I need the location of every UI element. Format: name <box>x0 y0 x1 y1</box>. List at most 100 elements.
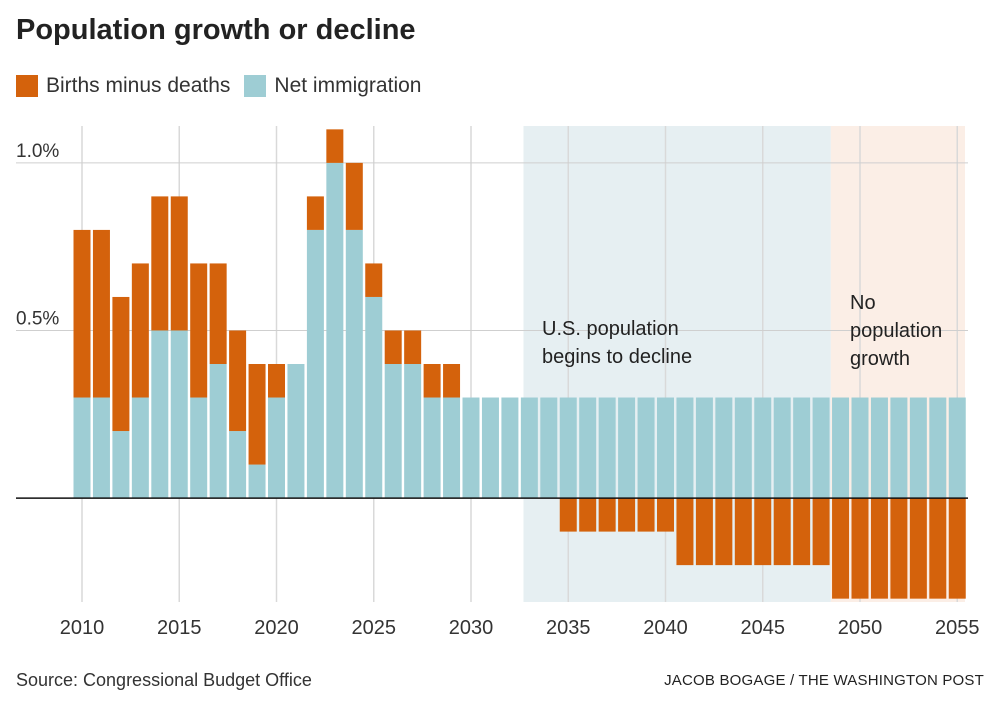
bar-births-2017 <box>209 263 227 364</box>
bar-immigration-2016 <box>190 397 208 499</box>
bar-immigration-2017 <box>209 364 227 499</box>
bar-immigration-2019 <box>248 464 266 499</box>
x-tick-label: 2055 <box>935 617 980 639</box>
bar-births-2026 <box>384 330 402 364</box>
bar-immigration-2040 <box>657 397 674 499</box>
bar-immigration-2044 <box>734 397 752 499</box>
bar-births-2022 <box>306 196 324 230</box>
bar-births-2012 <box>112 296 130 432</box>
bar-immigration-2045 <box>754 397 772 499</box>
annotation-decline: begins to decline <box>542 346 692 368</box>
bar-births-2025 <box>365 263 383 297</box>
bar-immigration-2032 <box>501 397 519 499</box>
bar-births-2041 <box>676 498 694 566</box>
bar-births-2040 <box>657 498 674 532</box>
bar-immigration-2034 <box>540 397 558 499</box>
bar-immigration-2054 <box>929 397 947 499</box>
bar-immigration-2048 <box>812 397 830 499</box>
bar-births-2024 <box>345 162 363 230</box>
x-tick-label: 2050 <box>838 617 883 639</box>
bar-births-2047 <box>793 498 811 566</box>
bar-immigration-2041 <box>676 397 694 499</box>
legend-swatch-births <box>16 75 38 97</box>
bar-immigration-2033 <box>520 397 538 499</box>
bar-immigration-2014 <box>151 330 169 499</box>
legend-swatch-immigration <box>244 75 267 97</box>
bar-immigration-2047 <box>793 397 811 499</box>
bar-immigration-2026 <box>384 364 402 499</box>
legend-item-immigration: Net immigration <box>244 74 421 98</box>
bar-immigration-2039 <box>637 397 655 499</box>
bar-immigration-2015 <box>170 330 188 499</box>
bar-immigration-2018 <box>229 431 247 499</box>
bar-immigration-2011 <box>92 397 110 499</box>
bar-immigration-2012 <box>112 431 130 499</box>
bar-immigration-2031 <box>481 397 499 499</box>
x-tick-label: 2020 <box>254 617 299 639</box>
bar-immigration-2013 <box>131 397 149 499</box>
bar-immigration-2010 <box>73 397 91 499</box>
bar-births-2010 <box>73 229 91 398</box>
x-tick-label: 2010 <box>60 617 105 639</box>
bar-immigration-2030 <box>462 397 480 499</box>
bar-births-2035 <box>559 498 577 532</box>
bar-births-2049 <box>832 498 850 599</box>
bar-births-2044 <box>734 498 752 566</box>
bar-immigration-2036 <box>579 397 597 499</box>
annotation-no-growth: growth <box>850 348 910 370</box>
bar-immigration-2053 <box>909 397 927 499</box>
bar-births-2027 <box>404 330 422 364</box>
bar-births-2039 <box>637 498 655 532</box>
bar-births-2020 <box>268 364 285 398</box>
x-tick-label: 2030 <box>449 617 494 639</box>
bar-births-2042 <box>695 498 713 566</box>
bar-immigration-2052 <box>890 397 908 499</box>
x-tick-label: 2045 <box>741 617 786 639</box>
bar-immigration-2028 <box>423 397 441 499</box>
legend: Births minus deaths Net immigration <box>16 74 435 98</box>
bar-immigration-2051 <box>870 397 888 499</box>
bar-births-2054 <box>929 498 947 599</box>
legend-label-immigration: Net immigration <box>274 74 422 97</box>
bar-births-2036 <box>579 498 597 532</box>
x-tick-label: 2040 <box>643 617 688 639</box>
bar-immigration-2020 <box>268 397 285 499</box>
bar-births-2011 <box>92 229 110 398</box>
bar-births-2014 <box>151 196 169 331</box>
bar-chart: 1.0% 0.5% 2010 2015 2020 2025 2030 2035 2040 2045… <box>16 126 980 639</box>
annotation-no-growth: population <box>850 320 942 342</box>
bar-births-2013 <box>131 263 149 398</box>
bar-births-2052 <box>890 498 908 599</box>
y-tick-label: 0.5% <box>16 308 59 329</box>
x-tick-label: 2015 <box>157 617 202 639</box>
bar-births-2051 <box>870 498 888 599</box>
x-tick-label: 2035 <box>546 617 591 639</box>
credit-line: JACOB BOGAGE / THE WASHINGTON POST <box>664 672 984 689</box>
x-tick-label: 2025 <box>352 617 397 639</box>
bar-births-2043 <box>715 498 733 566</box>
bar-births-2029 <box>443 364 461 398</box>
source-note: Source: Congressional Budget Office <box>16 670 312 690</box>
bar-immigration-2021 <box>287 364 305 499</box>
bar-immigration-2023 <box>326 162 344 499</box>
bar-births-2055 <box>948 498 966 599</box>
bar-births-2048 <box>812 498 830 566</box>
bar-births-2019 <box>248 364 266 465</box>
bar-immigration-2029 <box>443 397 461 499</box>
bar-immigration-2042 <box>695 397 713 499</box>
bar-immigration-2037 <box>598 397 616 499</box>
bar-immigration-2055 <box>948 397 966 499</box>
bar-immigration-2025 <box>365 296 383 499</box>
bar-births-2037 <box>598 498 616 532</box>
bar-births-2015 <box>170 196 188 331</box>
bar-births-2023 <box>326 129 344 163</box>
y-tick-label: 1.0% <box>16 141 59 162</box>
bar-immigration-2046 <box>773 397 791 499</box>
bar-immigration-2027 <box>404 364 422 499</box>
bar-births-2038 <box>618 498 636 532</box>
bar-births-2046 <box>773 498 791 566</box>
annotation-decline: U.S. population <box>542 318 679 340</box>
bar-births-2045 <box>754 498 772 566</box>
legend-label-births: Births minus deaths <box>46 74 231 97</box>
bar-births-2053 <box>909 498 927 599</box>
